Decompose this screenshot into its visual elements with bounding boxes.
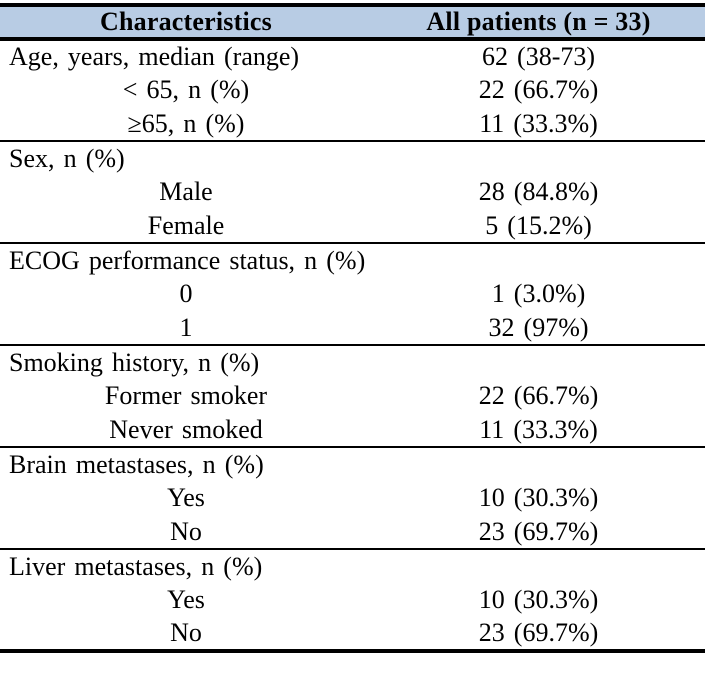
row-value: 11 (33.3%): [479, 414, 598, 444]
column-header-characteristics: Characteristics: [0, 3, 372, 41]
row-value: [372, 243, 705, 277]
row-category-label: Sex, n (%): [9, 143, 125, 173]
table-row: 1 32 (97%): [0, 311, 705, 345]
header-row: Characteristics All patients (n = 33): [0, 3, 705, 41]
row-value: 1 (3.0%): [491, 279, 586, 308]
row-value: 5 (15.2%): [485, 210, 592, 240]
row-sublabel: Yes: [167, 585, 205, 614]
table-row: Smoking history, n (%): [0, 345, 705, 379]
row-sublabel: No: [170, 516, 202, 546]
patient-characteristics-table: Characteristics All patients (n = 33) Ag…: [0, 3, 705, 653]
table-row: Liver metastases, n (%): [0, 549, 705, 583]
row-category-label: ECOG performance status, n (%): [9, 245, 366, 275]
table-header: Characteristics All patients (n = 33): [0, 3, 705, 41]
row-sublabel: No: [170, 618, 202, 647]
row-sublabel: ≥65, n (%): [127, 108, 245, 138]
table-section: Sex, n (%) Male 28 (84.8%) Female 5 (15.2%): [0, 141, 705, 243]
row-category-label: Age, years, median (range): [9, 42, 300, 71]
table-row: No 23 (69.7%): [0, 617, 705, 651]
table-row: Male 28 (84.8%): [0, 175, 705, 209]
row-value: [372, 447, 705, 481]
row-sublabel: Male: [159, 177, 213, 206]
row-sublabel: Former smoker: [104, 381, 268, 410]
row-value: 23 (69.7%): [478, 618, 599, 647]
table-row: No 23 (69.7%): [0, 515, 705, 549]
row-value: 32 (97%): [488, 312, 589, 342]
table-row: Former smoker 22 (66.7%): [0, 379, 705, 413]
row-sublabel: Yes: [167, 483, 205, 512]
table-row: Sex, n (%): [0, 141, 705, 175]
row-value: 22 (66.7%): [478, 75, 599, 104]
table-row: Never smoked 11 (33.3%): [0, 413, 705, 447]
row-category-label: Liver metastases, n (%): [9, 551, 263, 581]
row-value: 10 (30.3%): [478, 483, 599, 512]
table-row: Age, years, median (range) 62 (38-73): [0, 39, 705, 73]
table-section: Age, years, median (range) 62 (38-73) < 65…: [0, 39, 705, 141]
row-value: [372, 345, 705, 379]
row-value: 28 (84.8%): [478, 177, 599, 206]
row-sublabel: < 65, n (%): [122, 75, 250, 104]
row-value: 10 (30.3%): [478, 585, 599, 614]
row-sublabel: 1: [179, 312, 193, 342]
table-section: Smoking history, n (%) Former smoker 22 (6…: [0, 345, 705, 447]
row-sublabel: Female: [147, 210, 225, 240]
row-value: 23 (69.7%): [478, 516, 599, 546]
table-row: ECOG performance status, n (%): [0, 243, 705, 277]
row-category-label: Brain metastases, n (%): [9, 449, 264, 479]
table-row: Brain metastases, n (%): [0, 447, 705, 481]
row-value: [372, 141, 705, 175]
table-row: ≥65, n (%) 11 (33.3%): [0, 107, 705, 141]
table-row: Yes 10 (30.3%): [0, 583, 705, 617]
row-sublabel: 0: [179, 279, 193, 308]
table-row: 0 1 (3.0%): [0, 277, 705, 311]
table-row: < 65, n (%) 22 (66.7%): [0, 73, 705, 107]
column-header-all-patients: All patients (n = 33): [372, 3, 705, 41]
table-section: ECOG performance status, n (%) 0 1 (3.0%) 1…: [0, 243, 705, 345]
table-section: Liver metastases, n (%) Yes 10 (30.3%) No 23…: [0, 549, 705, 651]
row-value: 62 (38-73): [481, 42, 596, 71]
table-section: Brain metastases, n (%) Yes 10 (30.3%) No 23…: [0, 447, 705, 549]
row-value: 22 (66.7%): [478, 381, 599, 410]
table-row: Female 5 (15.2%): [0, 209, 705, 243]
row-value: 11 (33.3%): [479, 108, 598, 138]
row-category-label: Smoking history, n (%): [9, 347, 260, 377]
row-value: [372, 549, 705, 583]
table-row: Yes 10 (30.3%): [0, 481, 705, 515]
row-sublabel: Never smoked: [109, 414, 263, 444]
